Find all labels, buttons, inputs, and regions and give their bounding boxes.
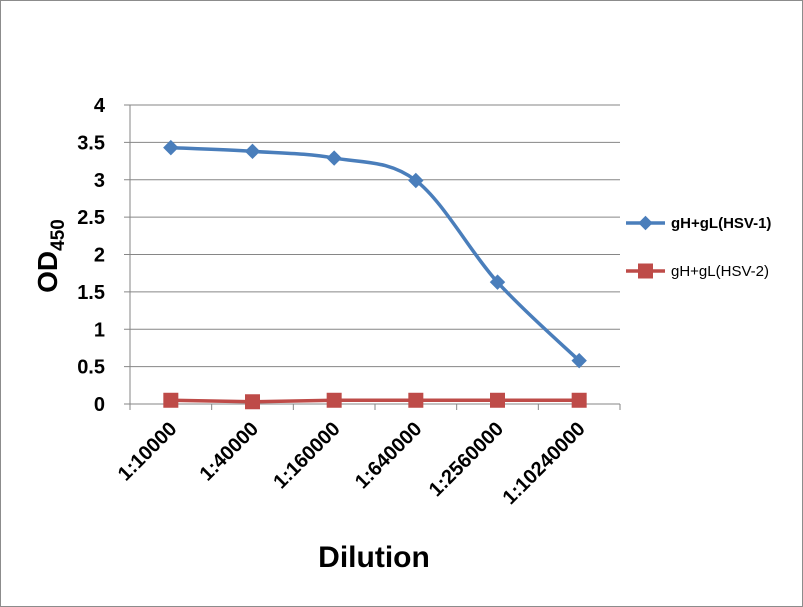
y-tick-label: 0.5 [77, 357, 105, 379]
series-1 [163, 139, 587, 369]
x-tick-label: 1:2560000 [425, 418, 508, 501]
data-point [571, 392, 587, 408]
legend-label: gH+gL(HSV-1) [671, 215, 771, 232]
data-point [163, 139, 179, 156]
data-point [408, 172, 424, 189]
y-tick-label: 2 [94, 245, 105, 267]
data-point [490, 392, 505, 408]
data-point [571, 352, 587, 369]
x-tick-label: 1:40000 [196, 418, 263, 485]
y-axis-ticks: 0 0.5 1 1.5 2 2.5 3 3.5 4 [77, 95, 106, 416]
y-axis-title-subscript: 450 [48, 219, 69, 251]
y-tick-label: 3.5 [77, 132, 105, 154]
data-point [326, 150, 342, 166]
y-tick-label: 1.5 [77, 282, 105, 304]
y-tick-label: 2.5 [77, 207, 105, 229]
y-tick-label: 0 [94, 394, 105, 416]
legend-marker [638, 263, 653, 279]
data-point [163, 392, 179, 408]
y-tick-label: 4 [94, 95, 106, 117]
x-axis-ticks: 1:10000 1:40000 1:160000 1:6400001:25600001… [114, 418, 590, 509]
y-tick-label: 1 [94, 319, 105, 341]
legend-marker [638, 215, 653, 231]
y-axis-title-main: OD [32, 251, 63, 293]
axes [124, 104, 621, 410]
data-point [326, 392, 342, 408]
y-axis-title: OD450 [32, 219, 69, 293]
legend-entry-1: gH+gL(HSV-1) [626, 215, 771, 232]
series-layer [163, 139, 587, 410]
series-2 [163, 392, 587, 410]
series-line [169, 398, 581, 404]
x-tick-label: 1:10000 [114, 418, 181, 485]
data-point [489, 274, 506, 290]
y-tick-label: 3 [94, 170, 105, 192]
gridlines [130, 104, 620, 368]
legend-entry-2: gH+gL(HSV-2) [626, 263, 769, 280]
data-point [244, 143, 261, 160]
x-axis-title: Dilution [318, 541, 430, 574]
legend: gH+gL(HSV-1) gH+gL(HSV-2) [626, 215, 771, 280]
legend-label: gH+gL(HSV-2) [671, 263, 769, 280]
x-tick-label: 1:10240000 [499, 418, 590, 509]
x-tick-label: 1:640000 [351, 418, 426, 493]
x-tick-label: 1:160000 [269, 418, 344, 493]
data-point [245, 394, 260, 410]
data-point [408, 392, 424, 408]
